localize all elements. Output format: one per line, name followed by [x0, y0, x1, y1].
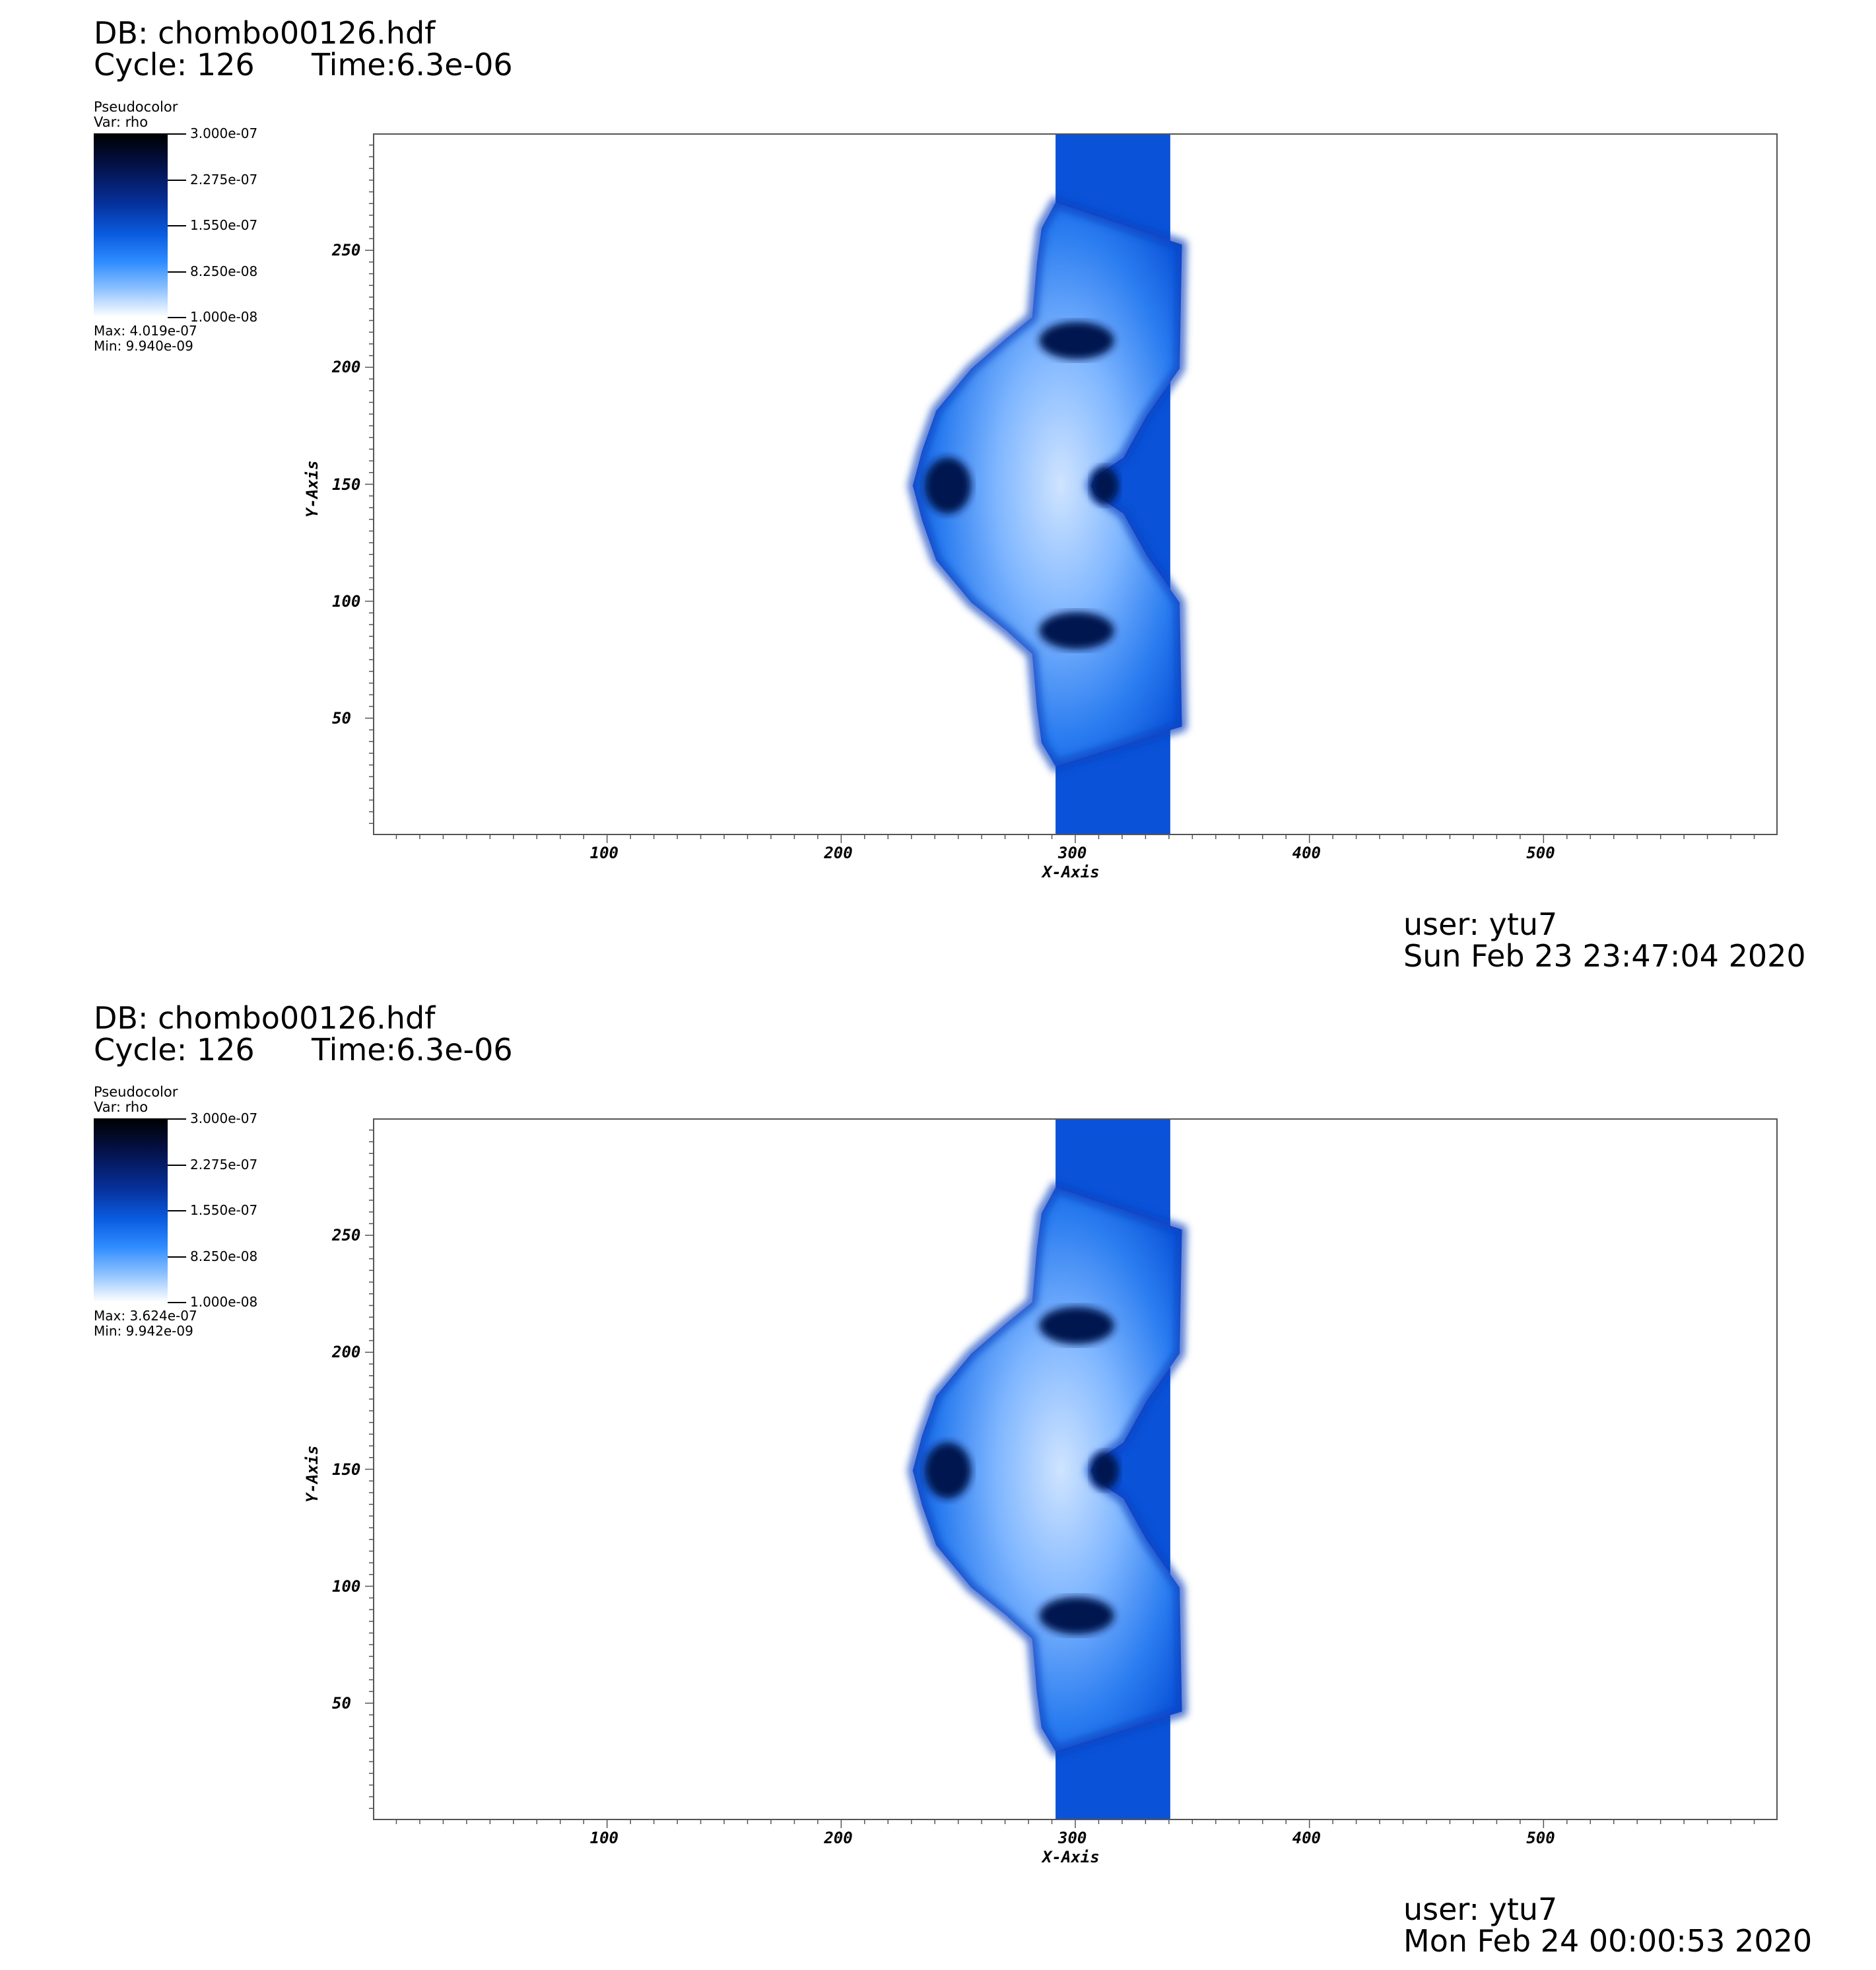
colorbar-tick: [168, 317, 186, 318]
high-density-core: [924, 457, 972, 514]
user-label: user: ytu7: [1403, 1891, 1558, 1927]
y-tick-label: 250: [332, 241, 361, 260]
plot-panel: DB: chombo00126.hdf Cycle: 126 Time:6.3e…: [0, 985, 1876, 1970]
colorbar-tick: [168, 179, 186, 181]
x-tick-label: 400: [1292, 1829, 1322, 1847]
y-tick-label: 250: [332, 1226, 361, 1245]
y-tick-label: 100: [332, 592, 361, 611]
x-tick-label: 400: [1292, 844, 1322, 862]
colorbar: [94, 133, 168, 317]
colorbar-tick-label: 8.250e-08: [190, 263, 258, 279]
shock-shell: [912, 202, 1182, 766]
y-tick-label: 100: [332, 1577, 361, 1596]
timestamp: Sun Feb 23 23:47:04 2020: [1403, 938, 1806, 974]
y-tick-label: 50: [332, 708, 351, 728]
database-label: DB: chombo00126.hdf: [94, 1000, 436, 1036]
legend-title: Pseudocolor: [94, 1084, 178, 1100]
density-field: [908, 1120, 1187, 1819]
cycle-label: Cycle: 126: [94, 1032, 255, 1068]
y-tick-label: 150: [332, 475, 361, 494]
legend-min: Min: 9.940e-09: [94, 338, 193, 354]
colorbar-tick-label: 2.275e-07: [190, 171, 258, 187]
high-density-core: [1039, 1307, 1114, 1345]
colorbar-tick: [168, 225, 186, 226]
colorbar-tick-label: 3.000e-07: [190, 125, 258, 141]
legend-variable: Var: rho: [94, 1099, 149, 1115]
legend-min: Min: 9.942e-09: [94, 1323, 193, 1339]
high-density-core: [1090, 467, 1119, 504]
colorbar-tick: [168, 1118, 186, 1120]
x-tick-label: 200: [824, 844, 853, 862]
x-tick-label: 300: [1058, 844, 1087, 862]
legend-max: Max: 3.624e-07: [94, 1308, 197, 1324]
y-tick-label: 50: [332, 1693, 351, 1713]
x-tick-label: 500: [1526, 844, 1555, 862]
plot-panel: DB: chombo00126.hdf Cycle: 126 Time:6.3e…: [94, 15, 1806, 974]
legend-title: Pseudocolor: [94, 99, 178, 115]
colorbar-tick: [168, 133, 186, 135]
x-axis-title: X-Axis: [1042, 863, 1100, 881]
x-tick-label: 500: [1526, 1829, 1555, 1847]
x-tick-label: 300: [1058, 1829, 1087, 1847]
colorbar: [94, 1118, 168, 1302]
high-density-core: [1090, 1452, 1119, 1489]
y-tick-label: 200: [332, 358, 361, 377]
x-tick-label: 200: [824, 1829, 853, 1847]
x-tick-label: 100: [589, 1829, 619, 1847]
density-field: [908, 135, 1187, 834]
y-tick-label: 150: [332, 1460, 361, 1479]
high-density-core: [1039, 1596, 1114, 1635]
y-tick-label: 200: [332, 1343, 361, 1362]
colorbar-tick-label: 1.000e-08: [190, 1294, 258, 1310]
database-label: DB: chombo00126.hdf: [94, 15, 436, 51]
colorbar-tick-label: 8.250e-08: [190, 1248, 258, 1264]
high-density-core: [1039, 322, 1114, 360]
time-label: Time:6.3e-06: [312, 1032, 513, 1068]
colorbar-tick-label: 1.000e-08: [190, 309, 258, 325]
colorbar-tick-label: 3.000e-07: [190, 1110, 258, 1126]
colorbar-tick: [168, 1302, 186, 1303]
plot-area: [373, 133, 1778, 835]
plot-area: [373, 1118, 1778, 1820]
shock-shell: [912, 1187, 1182, 1751]
colorbar-tick-label: 1.550e-07: [190, 217, 258, 233]
user-label: user: ytu7: [1403, 906, 1558, 942]
y-axis-title: Y-Axis: [303, 459, 321, 518]
colorbar-tick: [168, 1210, 186, 1211]
colorbar-tick-label: 1.550e-07: [190, 1202, 258, 1218]
high-density-core: [924, 1442, 972, 1499]
legend-max: Max: 4.019e-07: [94, 323, 197, 339]
time-label: Time:6.3e-06: [312, 47, 513, 83]
colorbar-tick: [168, 1164, 186, 1166]
axis-ticks: [365, 1129, 1755, 1828]
colorbar-tick: [168, 271, 186, 273]
colorbar-tick: [168, 1256, 186, 1258]
y-axis-title: Y-Axis: [303, 1444, 321, 1503]
timestamp: Mon Feb 24 00:00:53 2020: [1403, 1923, 1813, 1959]
legend-variable: Var: rho: [94, 114, 149, 130]
x-tick-label: 100: [589, 844, 619, 862]
cycle-label: Cycle: 126: [94, 47, 255, 83]
x-axis-title: X-Axis: [1042, 1848, 1100, 1866]
axis-ticks: [365, 144, 1755, 843]
high-density-core: [1039, 611, 1114, 650]
colorbar-tick-label: 2.275e-07: [190, 1156, 258, 1172]
